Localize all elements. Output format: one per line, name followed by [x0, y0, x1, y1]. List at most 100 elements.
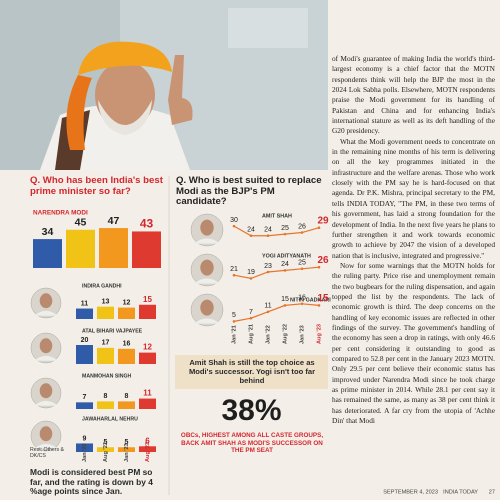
caption-box: [175, 355, 328, 389]
value-label: 11: [81, 300, 89, 307]
point: [232, 320, 236, 323]
value-label: 8: [125, 393, 129, 400]
bar: [139, 398, 156, 409]
value-label: 8: [104, 393, 108, 400]
value-label: 24: [264, 227, 272, 234]
portrait-face: [200, 219, 214, 236]
turban: [78, 41, 172, 75]
value-label: 30: [230, 217, 238, 224]
period-label: Aug '23: [316, 324, 322, 344]
value-label: 26: [298, 223, 306, 230]
value-label: 16: [298, 295, 306, 302]
bar: [118, 447, 135, 452]
period-label: Aug '22: [282, 324, 288, 344]
value-label: 24: [281, 261, 289, 268]
leader-name: JAWAHARLAL NEHRU: [82, 416, 138, 422]
value-label: 12: [143, 343, 152, 352]
point: [249, 316, 253, 320]
bar: [97, 306, 114, 319]
value-label: 25: [298, 260, 306, 267]
value-label: 45: [75, 217, 87, 229]
bar: [139, 352, 156, 364]
portrait-body: [194, 278, 220, 284]
article-text: of Modi's guarantee of making India the …: [332, 54, 495, 486]
trend-line: [233, 225, 320, 237]
value-label: 23: [264, 263, 272, 270]
period-label: Aug '21: [248, 324, 254, 344]
portrait-face: [39, 338, 53, 354]
value-label: 5: [232, 312, 236, 319]
point: [300, 302, 304, 306]
period-label: Jan '23: [124, 443, 130, 462]
value-label: 16: [123, 341, 131, 348]
footer-page: 27: [489, 489, 495, 495]
portrait-body: [34, 400, 58, 406]
point: [317, 304, 321, 307]
leader-name: MANMOHAN SINGH: [82, 373, 132, 379]
point: [249, 277, 253, 280]
value-label: 24: [247, 227, 255, 234]
leader-name: NITIN GADKARI: [290, 297, 331, 303]
point: [249, 234, 253, 238]
point: [283, 269, 287, 272]
portrait-face: [39, 426, 53, 442]
beard: [98, 100, 152, 135]
footer-date: SEPTEMBER 4, 2023: [383, 489, 438, 495]
bar: [118, 348, 135, 364]
value-label: 26: [317, 255, 329, 266]
leader-name: YOGI ADITYANATH: [262, 253, 311, 259]
value-label: 15: [317, 293, 329, 304]
value-label: 9: [83, 435, 87, 442]
best-pm-caption: Modi is considered best PM so far, and t…: [30, 467, 153, 497]
bar: [76, 308, 93, 319]
leader-name: AMIT SHAH: [262, 213, 292, 219]
bar: [139, 446, 156, 452]
portrait-body: [194, 238, 220, 244]
bar: [97, 347, 114, 364]
paragraph: Now for some warnings that the MOTN hold…: [332, 260, 495, 426]
successor-question: Q. Who is best suited to replace Modi as…: [176, 175, 322, 207]
highlight-text: OBCs, HIGHEST AMONG ALL CASTE GROUPS, BA…: [180, 432, 324, 455]
value-label: 6: [145, 436, 150, 445]
portrait-face: [200, 299, 214, 316]
value-label: 20: [81, 337, 89, 344]
bar: [33, 239, 62, 268]
value-label: 11: [264, 303, 271, 310]
value-label: 34: [42, 226, 54, 238]
bar: [97, 401, 114, 409]
photo: [0, 0, 328, 170]
portrait-face: [39, 383, 53, 399]
point: [266, 234, 270, 238]
value-label: 12: [123, 299, 131, 306]
value-label: 15: [143, 295, 152, 304]
value-label: 5: [104, 439, 108, 446]
value-label: 5: [125, 439, 129, 446]
turban-tail: [66, 75, 92, 150]
value-label: 11: [143, 389, 152, 398]
point: [266, 270, 270, 274]
value-label: 15: [281, 296, 289, 303]
bar: [99, 228, 128, 268]
portrait-body: [194, 318, 220, 324]
period-label: Aug '22: [103, 442, 109, 462]
value-label: 25: [281, 225, 289, 232]
point: [283, 304, 287, 307]
point: [232, 273, 236, 277]
point: [300, 231, 304, 234]
highlight-stat: 38%: [221, 394, 282, 427]
value-label: 17: [102, 340, 110, 347]
portrait-face: [39, 293, 53, 309]
period-label: Aug '23: [145, 442, 151, 462]
trend-line: [233, 266, 320, 280]
bar: [132, 231, 161, 268]
period-label: Jan '23: [299, 325, 305, 344]
best-pm-note: Rest: Others & DK/CS: [30, 447, 65, 459]
point: [317, 226, 321, 230]
portrait-body: [34, 443, 58, 449]
trend-line: [233, 303, 320, 322]
bar: [76, 443, 93, 452]
value-label: 7: [249, 309, 253, 316]
value-label: 21: [230, 266, 238, 273]
value-label: 43: [140, 217, 154, 231]
